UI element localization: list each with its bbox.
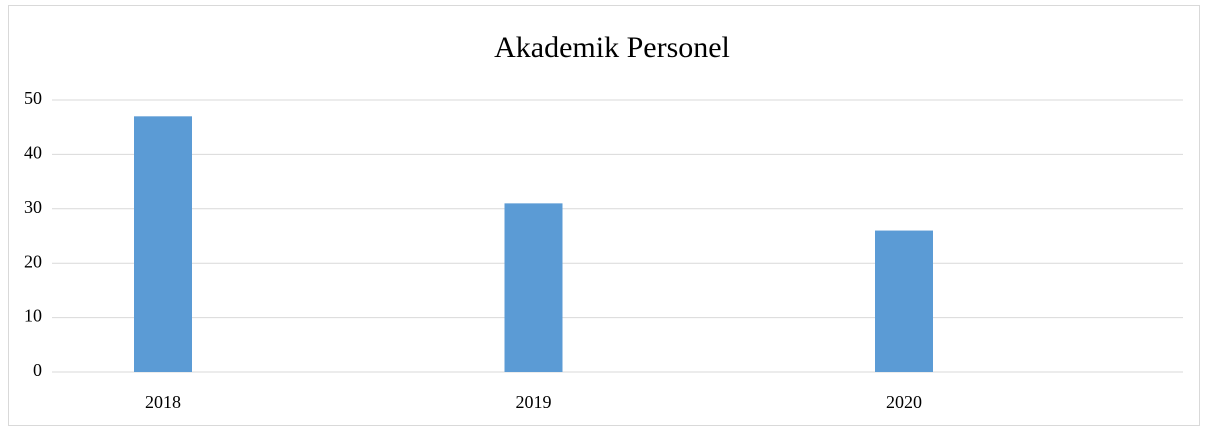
y-tick-label: 40 bbox=[24, 143, 42, 163]
y-tick-label: 20 bbox=[24, 251, 42, 271]
x-tick-label: 2019 bbox=[516, 392, 552, 412]
y-tick-label: 30 bbox=[24, 197, 42, 217]
bar bbox=[875, 230, 933, 372]
bar bbox=[504, 203, 563, 372]
y-tick-label: 50 bbox=[24, 88, 42, 108]
y-tick-label: 0 bbox=[33, 360, 42, 380]
chart-title: Akademik Personel bbox=[494, 31, 730, 64]
bar bbox=[134, 116, 192, 372]
chart-frame bbox=[8, 5, 1200, 426]
x-tick-label: 2020 bbox=[886, 392, 922, 412]
x-tick-label: 2018 bbox=[145, 392, 181, 412]
y-tick-label: 10 bbox=[24, 306, 42, 326]
